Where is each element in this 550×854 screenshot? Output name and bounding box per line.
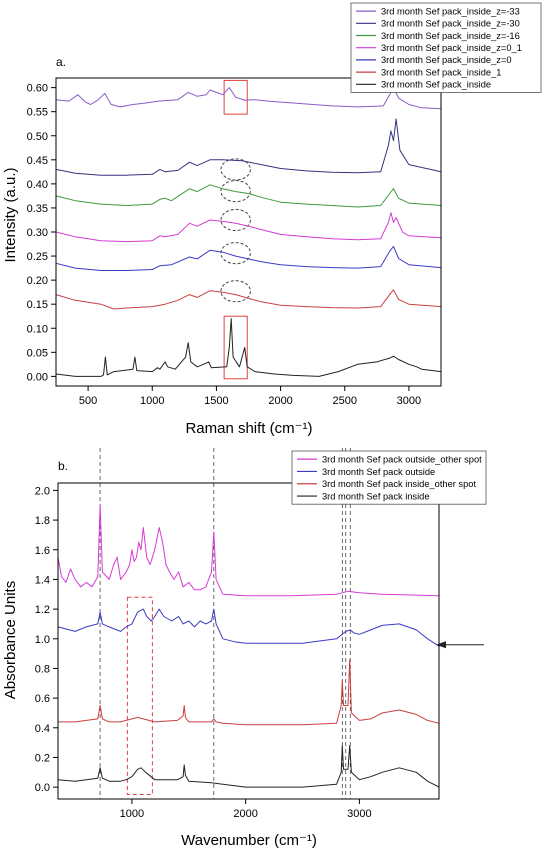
series-line-2 xyxy=(55,184,442,208)
panel-b-axes: 1000 2000 3000 0.0 0.2 0.4 0.6 0.8 1.0 1.2 1.4 1.6 1… xyxy=(35,482,440,820)
legend-label: 3rd month Sef pack outside_other spot xyxy=(322,454,482,464)
y-tick-label: 0.05 xyxy=(27,347,48,359)
series-line-0 xyxy=(57,504,440,597)
legend-box xyxy=(350,2,542,93)
panel-a-x-axis-title: Raman shift (cm⁻¹) xyxy=(185,420,312,437)
panel-a-legend: 3rd month Sef pack_inside_z=-33 3rd month… xyxy=(350,2,542,93)
y-tick-label: 0.15 xyxy=(27,299,48,311)
y-tick-label: 0.30 xyxy=(27,227,48,239)
y-tick-label: 0.00 xyxy=(27,371,48,383)
x-tick-label: 1000 xyxy=(120,808,144,820)
series-line-6 xyxy=(55,318,442,377)
y-tick-label: 0.35 xyxy=(27,203,48,215)
y-tick-label: 0.6 xyxy=(35,693,50,705)
legend-label: 3rd month Sef pack inside_other spot xyxy=(322,479,476,489)
highlight-ellipse xyxy=(220,208,251,232)
y-tick-label: 2.0 xyxy=(35,485,50,497)
panel-a-label: a. xyxy=(56,55,66,69)
panel-a-y-axis-title: Intensity (a.u.) xyxy=(2,167,19,262)
x-tick-label: 2000 xyxy=(268,395,292,407)
legend-label: 3rd month Sef pack_inside_z=0 xyxy=(381,55,512,65)
panel-b-legend: 3rd month Sef pack outside_other spot 3rd… xyxy=(291,450,487,505)
panel-b-series xyxy=(57,504,440,788)
highlight-ellipse xyxy=(220,158,251,181)
series-line-3 xyxy=(55,212,442,243)
panel-b-label: b. xyxy=(58,459,68,473)
legend-label: 3rd month Sef pack_inside_1 xyxy=(381,67,501,77)
x-tick-label: 3000 xyxy=(397,395,421,407)
y-tick-label: 1.6 xyxy=(35,545,50,557)
series-line-4 xyxy=(55,245,442,271)
y-tick-label: 1.2 xyxy=(35,604,50,616)
y-tick-label: 0.25 xyxy=(27,251,48,263)
highlight-box xyxy=(126,596,153,796)
y-tick-label: 0.50 xyxy=(27,131,48,143)
y-tick-label: 0.10 xyxy=(27,323,48,335)
highlight-box xyxy=(223,79,248,115)
y-tick-label: 0.20 xyxy=(27,275,48,287)
x-tick-label: 2500 xyxy=(333,395,357,407)
highlight-ellipse xyxy=(220,280,251,303)
y-tick-label: 1.8 xyxy=(35,515,50,527)
highlight-ellipse xyxy=(220,180,251,203)
panel-a-annotations xyxy=(220,79,251,380)
y-tick-label: 0.8 xyxy=(35,663,50,675)
y-tick-label: 0.0 xyxy=(35,782,50,794)
y-tick-label: 1.4 xyxy=(35,574,50,586)
panel-b-ftir: b. 1000 2000 30000.00.20.40.60.81.01.21.41… xyxy=(2,448,487,849)
series-line-3 xyxy=(57,745,440,788)
legend-label: 3rd month Sef pack_inside xyxy=(381,80,491,90)
legend-label: 3rd month Sef pack_inside_z=-30 xyxy=(381,19,520,29)
legend-label: 3rd month Sef pack_inside_z=0_1 xyxy=(381,43,522,53)
legend-label: 3rd month Sef pack_inside_z=-16 xyxy=(381,31,520,41)
highlight-box xyxy=(223,315,248,380)
panel-a-raman: a. 500 1000 1500 2000 2500 3000 0.00 0.05 0.10 0.… xyxy=(2,2,542,437)
panel-b-y-axis-title: Absorbance Units xyxy=(2,581,19,699)
legend-label: 3rd month Sef pack_inside_z=-33 xyxy=(381,6,520,16)
legend-label: 3rd month Sef pack inside xyxy=(322,491,430,501)
series-line-0 xyxy=(55,87,442,110)
y-tick-label: 0.4 xyxy=(35,723,50,735)
legend-label: 3rd month Sef pack outside xyxy=(322,467,435,477)
y-tick-label: 0.2 xyxy=(35,752,50,764)
x-tick-label: 500 xyxy=(79,395,97,407)
panel-b-x-axis-title: Wavenumber (cm⁻¹) xyxy=(181,832,317,849)
panel-a-axes: 500 1000 1500 2000 2500 3000 0.00 0.05 0.10 0.15 0… xyxy=(27,77,442,407)
y-tick-label: 0.60 xyxy=(27,83,48,95)
plot-frame xyxy=(57,482,440,800)
pointer-arrow-head xyxy=(436,641,446,649)
x-tick-label: 1000 xyxy=(140,395,164,407)
y-tick-label: 1.0 xyxy=(35,634,50,646)
y-tick-label: 0.55 xyxy=(27,107,48,119)
legend-box xyxy=(291,450,487,505)
x-tick-label: 1500 xyxy=(204,395,228,407)
series-line-2 xyxy=(58,659,440,726)
x-tick-label: 3000 xyxy=(347,808,371,820)
panel-a-series xyxy=(55,87,442,377)
y-tick-label: 0.45 xyxy=(27,155,48,167)
series-line-1 xyxy=(57,608,440,647)
x-tick-label: 2000 xyxy=(233,808,257,820)
y-tick-label: 0.40 xyxy=(27,179,48,191)
series-line-1 xyxy=(55,118,442,176)
series-line-5 xyxy=(55,289,442,310)
